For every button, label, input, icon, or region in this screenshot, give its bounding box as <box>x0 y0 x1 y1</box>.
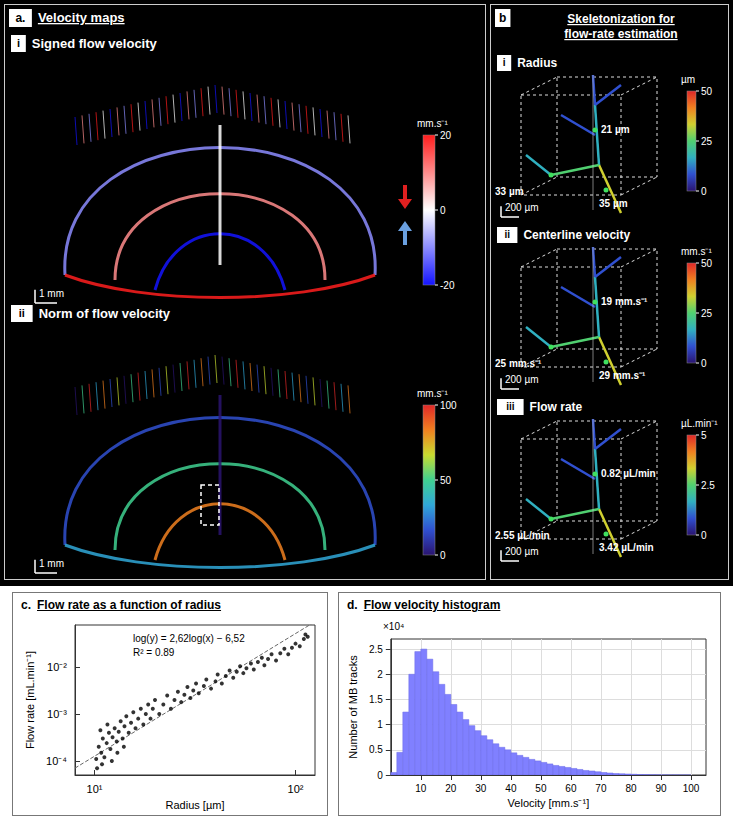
svg-text:Radius: Radius <box>517 56 557 70</box>
svg-text:0: 0 <box>701 186 707 197</box>
svg-text:i: i <box>503 57 506 68</box>
svg-text:flow-rate estimation: flow-rate estimation <box>564 27 677 41</box>
svg-text:50: 50 <box>701 258 713 269</box>
svg-text:1 mm: 1 mm <box>39 558 64 569</box>
svg-text:Skeletonization for: Skeletonization for <box>567 12 675 26</box>
svg-text:3.42 µL/min: 3.42 µL/min <box>599 542 654 553</box>
svg-text:Flow rate: Flow rate <box>530 400 583 414</box>
svg-text:100: 100 <box>683 783 700 794</box>
svg-text:mm.s⁻¹: mm.s⁻¹ <box>417 388 448 399</box>
svg-text:ii: ii <box>19 307 25 319</box>
svg-text:100: 100 <box>440 400 457 411</box>
svg-text:0: 0 <box>377 770 383 781</box>
svg-text:80: 80 <box>625 783 637 794</box>
svg-text:2.5: 2.5 <box>701 480 715 491</box>
svg-text:a.: a. <box>15 11 25 25</box>
svg-text:21 µm: 21 µm <box>601 124 630 135</box>
svg-text:×10⁴: ×10⁴ <box>383 621 404 632</box>
svg-text:Centerline velocity: Centerline velocity <box>523 228 630 242</box>
html-text:c.: c. <box>21 598 31 612</box>
svg-text:40: 40 <box>505 783 517 794</box>
svg-text:10⁻²: 10⁻² <box>47 661 67 673</box>
svg-text:10⁻³: 10⁻³ <box>47 708 67 720</box>
svg-text:1.5: 1.5 <box>369 694 383 705</box>
svg-text:25: 25 <box>701 136 713 147</box>
svg-text:29 mm.s⁻¹: 29 mm.s⁻¹ <box>599 370 646 381</box>
svg-text:ii: ii <box>504 229 510 240</box>
svg-text:200 µm: 200 µm <box>505 374 539 385</box>
svg-text:2.55 µL/min: 2.55 µL/min <box>495 530 550 541</box>
svg-text:µm: µm <box>681 74 695 85</box>
svg-text:1: 1 <box>377 719 383 730</box>
html-text:Flow velocity histogram: Flow velocity histogram <box>363 598 501 612</box>
svg-text:90: 90 <box>655 783 667 794</box>
svg-text:i: i <box>17 37 20 49</box>
svg-text:Number of MB tracks: Number of MB tracks <box>347 655 359 759</box>
svg-text:50: 50 <box>701 86 713 97</box>
svg-text:70: 70 <box>595 783 607 794</box>
svg-text:10: 10 <box>415 783 427 794</box>
svg-text:20: 20 <box>440 130 452 141</box>
svg-text:b: b <box>499 11 506 25</box>
svg-text:25: 25 <box>701 308 713 319</box>
svg-text:log(y) = 2,62log(x) − 6,52: log(y) = 2,62log(x) − 6,52 <box>133 633 245 644</box>
svg-text:0: 0 <box>701 358 707 369</box>
svg-text:Velocity maps: Velocity maps <box>38 10 125 25</box>
svg-text:25 mm.s⁻¹: 25 mm.s⁻¹ <box>495 358 542 369</box>
svg-text:20: 20 <box>445 783 457 794</box>
svg-text:-20: -20 <box>440 280 455 291</box>
svg-text:33 µm: 33 µm <box>495 186 524 197</box>
svg-text:Norm of flow velocity: Norm of flow velocity <box>39 306 171 321</box>
svg-text:2: 2 <box>377 669 383 680</box>
svg-text:Signed flow velocity: Signed flow velocity <box>32 36 158 51</box>
svg-text:mm.s⁻¹: mm.s⁻¹ <box>681 246 712 257</box>
svg-text:0.5: 0.5 <box>369 744 383 755</box>
svg-text:2.5: 2.5 <box>369 644 383 655</box>
svg-text:200 µm: 200 µm <box>505 546 539 557</box>
svg-text:iii: iii <box>506 401 515 412</box>
svg-text:Velocity [mm.s⁻¹]: Velocity [mm.s⁻¹] <box>508 797 590 809</box>
svg-text:R² = 0.89: R² = 0.89 <box>133 647 175 658</box>
svg-text:35 µm: 35 µm <box>599 198 628 209</box>
svg-text:µL.min⁻¹: µL.min⁻¹ <box>681 418 718 429</box>
svg-text:60: 60 <box>565 783 577 794</box>
svg-text:0: 0 <box>701 530 707 541</box>
html-text:d.: d. <box>347 598 358 612</box>
svg-text:1 mm: 1 mm <box>39 288 64 299</box>
svg-text:10⁻⁴: 10⁻⁴ <box>46 755 67 767</box>
svg-text:5: 5 <box>701 430 707 441</box>
svg-text:mm.s⁻¹: mm.s⁻¹ <box>417 118 448 129</box>
svg-text:10¹: 10¹ <box>87 783 103 795</box>
svg-text:19 mm.s⁻¹: 19 mm.s⁻¹ <box>601 296 648 307</box>
svg-text:50: 50 <box>440 475 452 486</box>
svg-text:200 µm: 200 µm <box>505 202 539 213</box>
svg-text:Radius [µm]: Radius [µm] <box>166 799 225 811</box>
svg-text:50: 50 <box>535 783 547 794</box>
svg-text:0.82 µL/min: 0.82 µL/min <box>601 468 656 479</box>
svg-text:0: 0 <box>440 205 446 216</box>
svg-text:10²: 10² <box>288 783 304 795</box>
svg-text:Flow rate [mL.min⁻¹]: Flow rate [mL.min⁻¹] <box>24 651 36 749</box>
html-text:Flow rate as a function of rad: Flow rate as a function of radius <box>37 598 221 612</box>
svg-text:0: 0 <box>440 550 446 561</box>
svg-text:30: 30 <box>475 783 487 794</box>
